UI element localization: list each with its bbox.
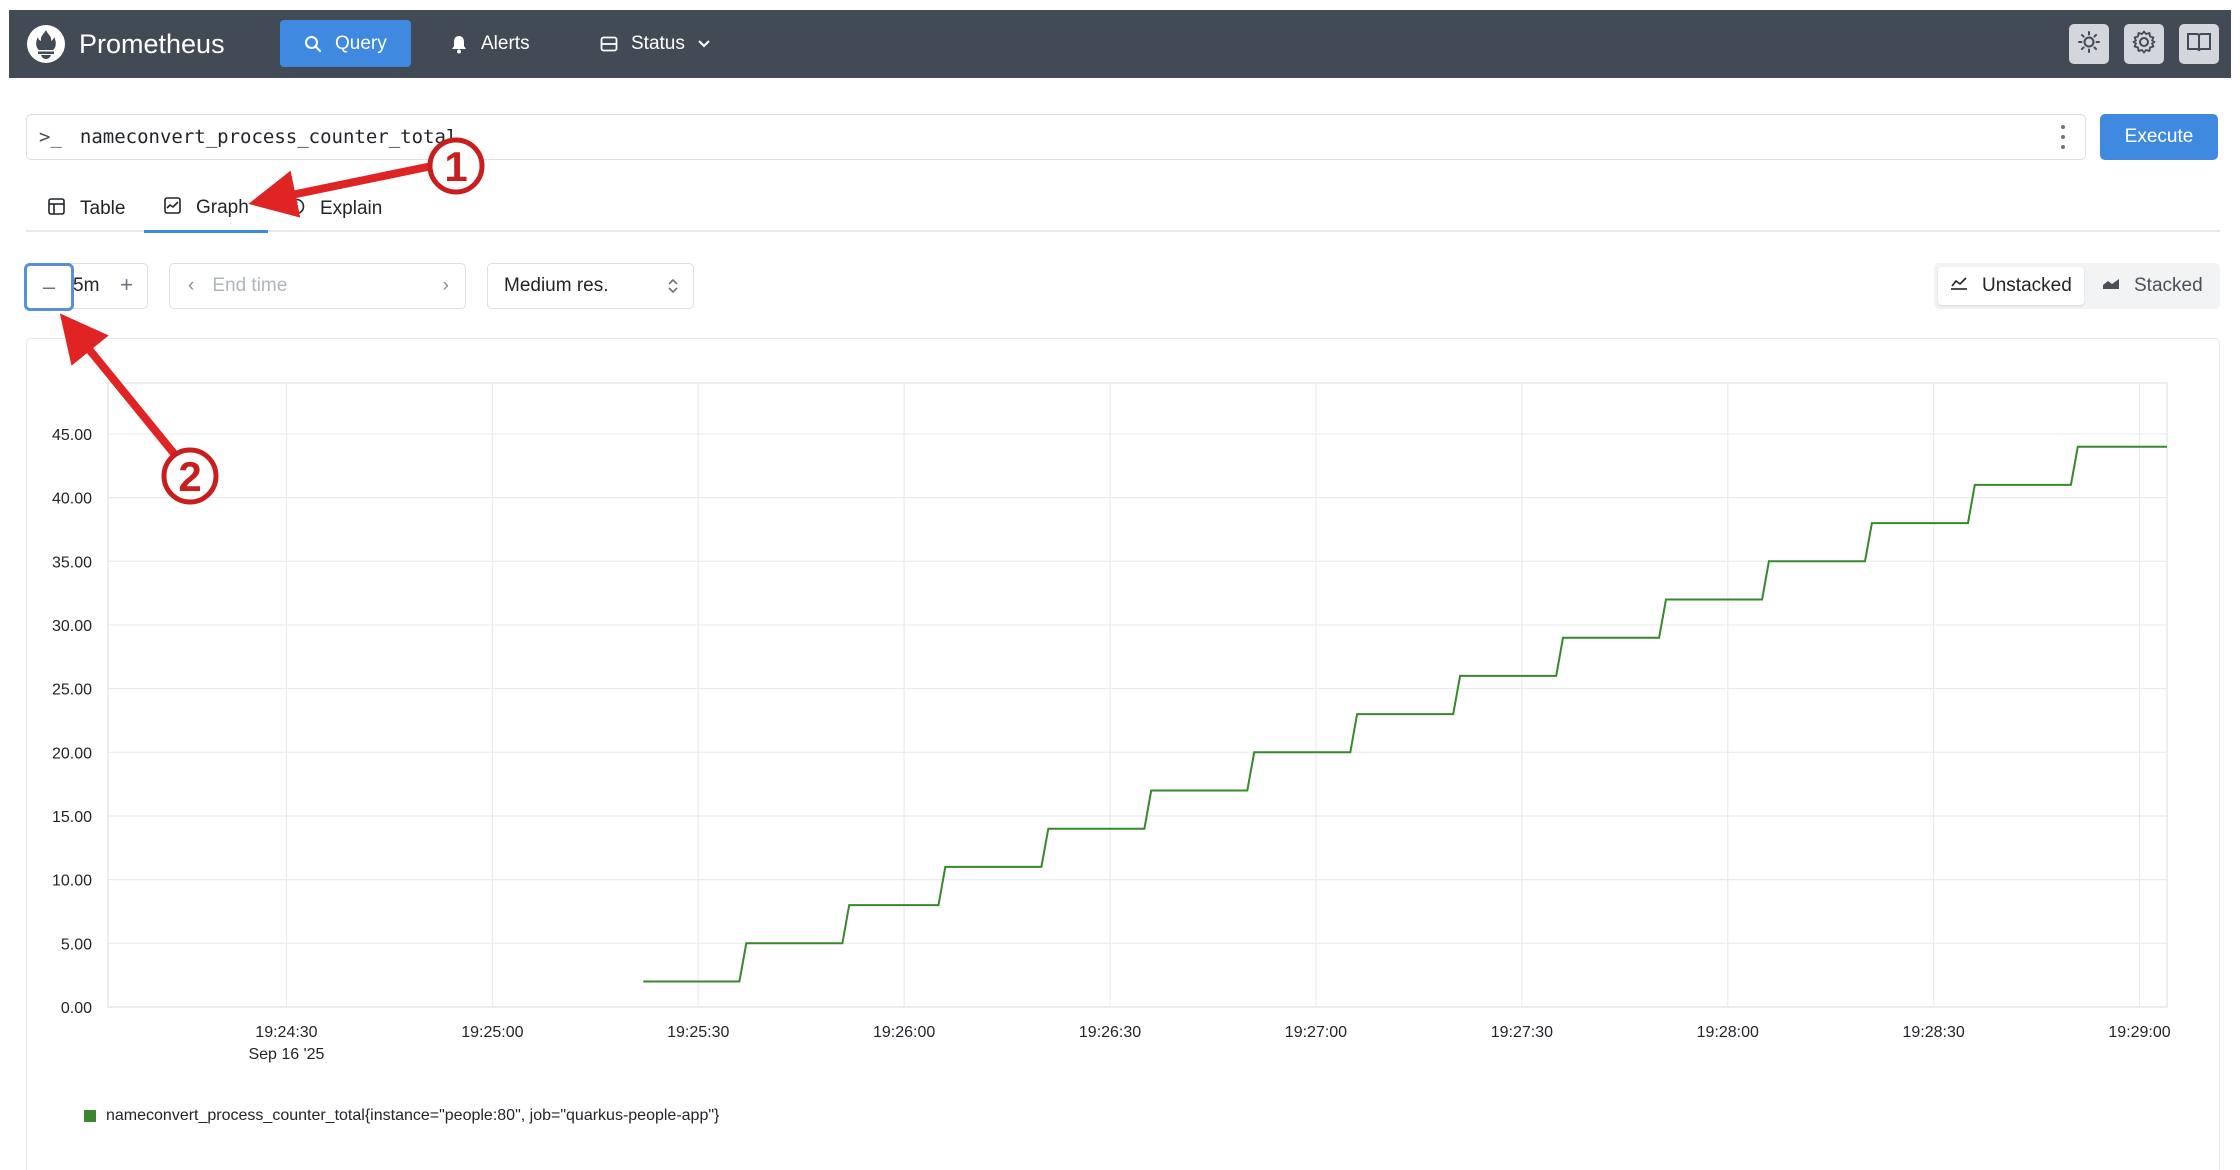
time-series-chart[interactable]: 0.00 5.00 10.00 15.00 20.00 25.00 30.00 35.00 40… xyxy=(27,339,2221,1099)
chart-legend[interactable]: nameconvert_process_counter_total{instan… xyxy=(84,1107,719,1125)
range-control: – 5m + xyxy=(24,263,148,311)
explain-icon xyxy=(288,198,305,221)
nav-query-label: Query xyxy=(335,32,387,54)
sun-icon xyxy=(2077,30,2101,59)
x-tick-label: 19:25:30 xyxy=(667,1024,729,1041)
decrease-range-button[interactable]: – xyxy=(24,263,74,311)
nav-alerts-label: Alerts xyxy=(481,32,530,54)
terminal-prompt-icon: >_ xyxy=(39,126,62,148)
nav-alerts-button[interactable]: Alerts xyxy=(429,20,551,67)
search-icon xyxy=(304,35,322,53)
y-tick-label: 45.00 xyxy=(52,427,92,444)
y-tick-label: 5.00 xyxy=(61,936,92,953)
expression-text[interactable]: nameconvert_process_counter_total xyxy=(79,126,458,148)
tab-graph[interactable]: Graph xyxy=(144,186,268,233)
chevron-left-icon[interactable]: ‹ xyxy=(188,275,195,296)
legend-swatch xyxy=(84,1110,96,1122)
bell-icon xyxy=(450,34,468,54)
nav-status-label: Status xyxy=(631,32,685,54)
stack-mode-toggle: Unstacked Stacked xyxy=(1934,263,2220,309)
chevron-right-icon[interactable]: › xyxy=(442,275,449,296)
tab-explain[interactable]: Explain xyxy=(288,186,382,232)
settings-button[interactable] xyxy=(2124,24,2164,64)
y-tick-label: 0.00 xyxy=(61,1000,92,1017)
chevron-updown-icon xyxy=(667,277,679,301)
stacked-button[interactable]: Stacked xyxy=(2098,267,2203,305)
brand-name: Prometheus xyxy=(79,28,225,59)
y-tick-label: 35.00 xyxy=(52,554,92,571)
tab-table-label: Table xyxy=(80,198,126,219)
graph-icon xyxy=(164,196,181,220)
end-time-control: ‹ › xyxy=(169,263,466,309)
y-tick-label: 10.00 xyxy=(52,873,92,890)
line-chart-icon xyxy=(1950,275,1968,297)
y-tick-label: 15.00 xyxy=(52,809,92,826)
brand[interactable]: Prometheus xyxy=(26,24,225,64)
x-tick-label: 19:29:00 xyxy=(2108,1024,2170,1041)
gear-icon xyxy=(2131,29,2157,60)
table-icon xyxy=(48,197,65,221)
plot-frame xyxy=(107,382,2168,1008)
nav-status-dropdown[interactable]: Status xyxy=(579,20,732,67)
x-tick-label: 19:28:00 xyxy=(1697,1024,1759,1041)
y-tick-label: 20.00 xyxy=(52,745,92,762)
stacked-label: Stacked xyxy=(2134,275,2203,296)
resolution-select[interactable]: Medium res. xyxy=(487,263,694,309)
x-tick-label: 19:27:30 xyxy=(1491,1024,1553,1041)
graph-panel: 0.00 5.00 10.00 15.00 20.00 25.00 30.00 35.00 40… xyxy=(26,338,2220,1170)
book-icon xyxy=(2186,31,2212,58)
y-tick-label: 25.00 xyxy=(52,682,92,699)
x-tick-label: 19:28:30 xyxy=(1903,1024,1965,1041)
documentation-button[interactable] xyxy=(2179,24,2219,64)
top-navbar: Prometheus Query Alerts Status xyxy=(9,10,2231,78)
y-tick-label: 30.00 xyxy=(52,618,92,635)
x-tick-label: 19:27:00 xyxy=(1285,1024,1347,1041)
prometheus-logo-icon xyxy=(27,25,65,63)
x-tick-label: 19:24:30 xyxy=(255,1024,317,1041)
tab-table[interactable]: Table xyxy=(48,186,125,232)
series-line xyxy=(643,445,2167,983)
area-chart-icon xyxy=(2102,275,2120,297)
end-time-input[interactable] xyxy=(212,275,413,297)
unstacked-button[interactable]: Unstacked xyxy=(1938,267,2084,305)
legend-series-label: nameconvert_process_counter_total{instan… xyxy=(106,1107,720,1124)
increase-range-button[interactable]: + xyxy=(120,272,133,297)
resolution-value: Medium res. xyxy=(504,275,609,296)
x-tick-label: 19:25:00 xyxy=(461,1024,523,1041)
x-tick-label: 19:26:00 xyxy=(873,1024,935,1041)
expression-input[interactable]: >_ nameconvert_process_counter_total xyxy=(26,114,2086,160)
theme-toggle-button[interactable] xyxy=(2069,24,2109,64)
tab-graph-label: Graph xyxy=(196,197,249,218)
tab-explain-label: Explain xyxy=(320,198,383,219)
y-tick-label: 40.00 xyxy=(52,491,92,508)
more-options-icon[interactable] xyxy=(2059,125,2067,149)
x-tick-label: 19:26:30 xyxy=(1079,1024,1141,1041)
execute-button[interactable]: Execute xyxy=(2100,114,2218,160)
unstacked-label: Unstacked xyxy=(1982,275,2072,296)
result-tabs: Table Graph Explain xyxy=(26,186,2220,233)
x-date-label: Sep 16 '25 xyxy=(248,1046,324,1063)
chevron-down-icon xyxy=(697,33,711,55)
nav-query-button[interactable]: Query xyxy=(280,20,411,67)
range-value[interactable]: 5m xyxy=(73,275,100,296)
server-icon xyxy=(600,36,618,52)
